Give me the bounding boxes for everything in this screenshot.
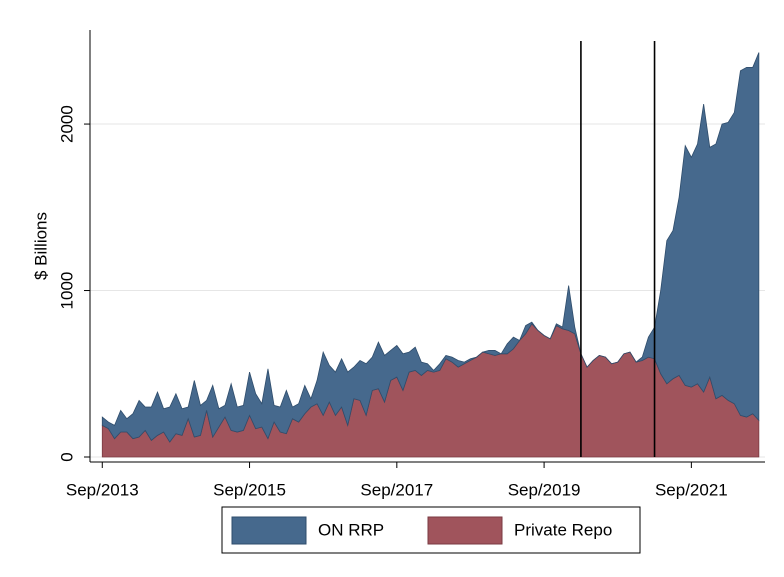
area [101,52,760,443]
legend-label: Private Repo [514,520,612,539]
y-tick-label: 0 [57,452,76,461]
y-tick-label: 1000 [57,272,76,310]
x-tick-label: Sep/2015 [213,480,286,499]
x-tick-label: Sep/2013 [66,480,139,499]
legend-swatch [231,516,307,545]
x-tick-label: Sep/2021 [655,480,728,499]
y-tick-label: 2000 [57,105,76,143]
legend-label: ON RRP [318,520,384,539]
y-axis-label: $ Billions [31,212,50,280]
legend-swatch [427,516,503,545]
x-tick-label: Sep/2017 [360,480,433,499]
x-tick-label: Sep/2019 [508,480,581,499]
